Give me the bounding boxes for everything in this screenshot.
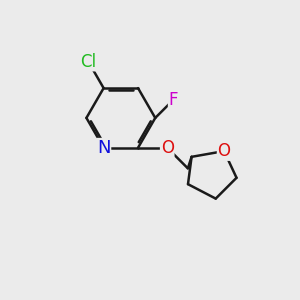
Text: O: O <box>218 142 231 160</box>
Text: Cl: Cl <box>80 52 96 70</box>
Text: N: N <box>97 139 110 157</box>
Text: O: O <box>161 139 174 157</box>
Text: F: F <box>169 91 178 109</box>
